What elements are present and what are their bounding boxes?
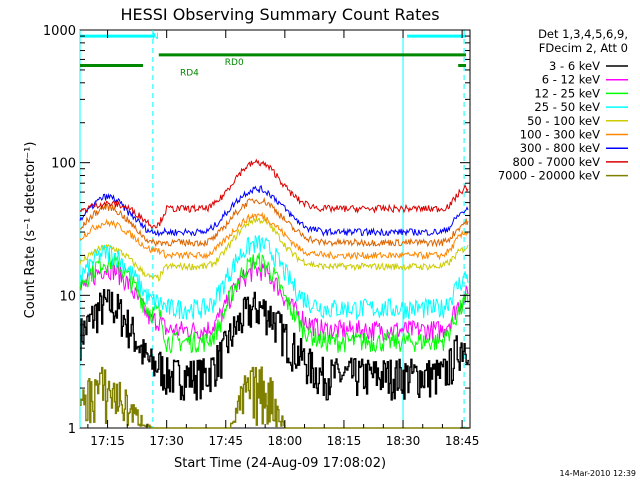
x-tick-label-6: 18:45 [445,434,480,448]
y-tick-label-2: 100 [51,157,76,172]
x-tick-label-0: 17:15 [90,434,125,448]
series-line-6 [79,185,469,238]
legend: Det 1,3,4,5,6,9, FDecim 2, Att 0 3 - 6 k… [498,27,628,183]
x-tick-label-5: 18:30 [386,434,421,448]
legend-label-4: 50 - 100 keV [527,114,600,128]
legend-label-1: 6 - 12 keV [542,73,600,87]
flag-label-2: RD4 [180,69,199,79]
x-tick-label-4: 18:15 [327,434,362,448]
series-line-5 [79,211,469,261]
x-axis: 17:15 17:30 17:45 18:00 18:15 18:30 18:45 [87,30,480,448]
series-line-0 [80,289,469,401]
legend-label-5: 100 - 300 keV [520,128,600,142]
series-line-7 [79,196,469,248]
chart-title: HESSI Observing Summary Count Rates [120,5,439,24]
series-line-1 [79,259,469,342]
legend-label-7: 800 - 7000 keV [512,155,600,169]
flag-label-0: N [152,32,159,42]
y-tick-label-1: 10 [59,289,76,304]
series-lines [79,158,469,429]
legend-label-2: 12 - 25 keV [534,86,600,100]
y-tick-label-0: 1 [68,422,76,437]
x-tick-label-1: 17:30 [149,434,184,448]
series-line-2 [79,252,469,354]
observing-flags: N RD0 RD4 [80,32,467,79]
legend-label-8: 7000 - 20000 keV [498,169,600,183]
legend-label-3: 25 - 50 keV [534,100,600,114]
x-tick-label-2: 17:45 [208,434,243,448]
x-tick-label-3: 18:00 [268,434,303,448]
x-axis-label: Start Time (24-Aug-09 17:08:02) [174,456,386,471]
legend-label-6: 300 - 800 keV [520,141,600,155]
series-line-4 [79,216,469,282]
legend-label-0: 3 - 6 keV [549,59,600,73]
y-axis-label: Count Rate (s⁻¹ detector⁻¹) [23,142,38,319]
y-tick-label-3: 1000 [43,24,76,39]
series-line-9 [80,366,469,429]
plot-area: N RD0 RD4 17:15 17:30 17:45 18:00 18:15 18:30 18… [43,24,480,448]
series-line-3 [79,234,469,321]
legend-header-line-1: Det 1,3,4,5,6,9, [538,27,628,41]
timestamp: 14-Mar-2010 12:39 [560,469,637,478]
series-line-8 [79,158,469,230]
legend-header-line-2: FDecim 2, Att 0 [539,41,628,55]
y-axis: 1 10 100 1000 [43,24,470,437]
flag-label-1: RD0 [225,58,244,68]
